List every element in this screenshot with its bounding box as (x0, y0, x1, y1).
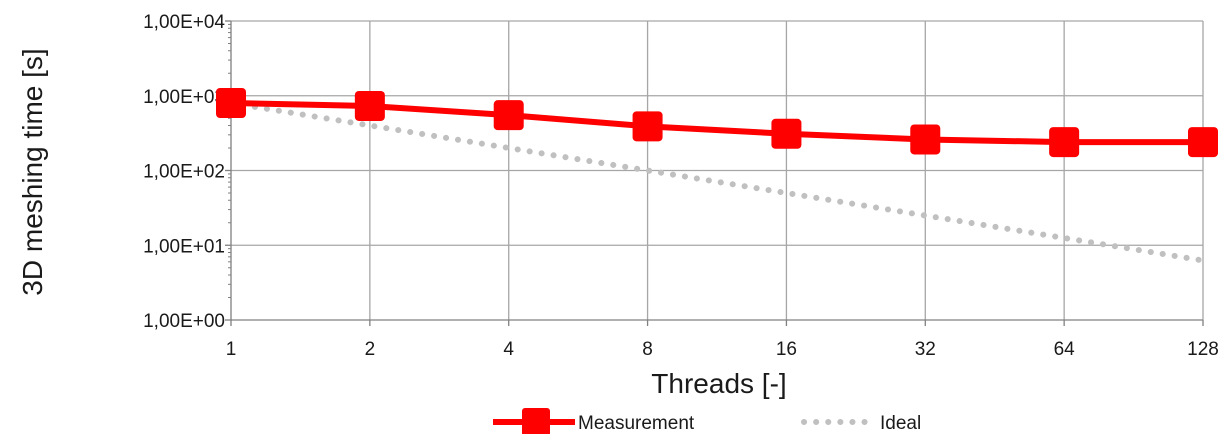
x-axis-title: Threads [-] (651, 368, 786, 399)
y-axis-title: 3D meshing time [s] (17, 48, 48, 295)
y-tick-label: 1,00E+04 (143, 12, 225, 33)
measurement-point (1049, 127, 1080, 158)
measurement-point (493, 100, 524, 131)
measurement-point (910, 124, 941, 155)
x-tick-label: 2 (365, 339, 376, 360)
legend-measurement-marker (522, 408, 550, 434)
measurement-point (1188, 127, 1218, 158)
x-tick-label: 4 (503, 339, 514, 360)
y-tick-label: 1,00E+01 (143, 236, 225, 257)
x-tick-label: 1 (226, 339, 237, 360)
y-tick-label: 1,00E+00 (143, 311, 225, 332)
series-measurement-line (230, 99, 1203, 146)
y-tick-labels: 1,00E+00 1,00E+01 1,00E+02 1,00E+03 1,00E+04 (143, 12, 225, 332)
series-markers (216, 87, 1218, 158)
measurement-point (216, 87, 246, 118)
legend-item-measurement: Measurement (493, 408, 695, 434)
x-tick-label: 64 (1054, 339, 1076, 360)
grid (231, 20, 1204, 320)
series-ideal-line (228, 99, 1206, 264)
legend-item-ideal: Ideal (801, 413, 921, 434)
x-tick-label: 8 (642, 339, 653, 360)
measurement-point (354, 90, 385, 121)
measurement-point (632, 111, 663, 142)
x-tick-labels: 1 2 4 8 16 32 64 128 (226, 339, 1219, 360)
legend-ideal-label: Ideal (880, 413, 921, 434)
measurement-point (771, 118, 802, 149)
axes (225, 20, 1204, 326)
y-tick-label: 1,00E+02 (143, 162, 225, 183)
legend-measurement-label: Measurement (578, 413, 695, 434)
y-tick-label: 1,00E+03 (143, 87, 225, 108)
x-tick-label: 16 (776, 339, 797, 360)
series-lines (228, 99, 1206, 264)
x-tick-label: 128 (1187, 339, 1219, 360)
legend: Measurement Ideal (493, 408, 921, 434)
x-tick-label: 32 (915, 339, 936, 360)
